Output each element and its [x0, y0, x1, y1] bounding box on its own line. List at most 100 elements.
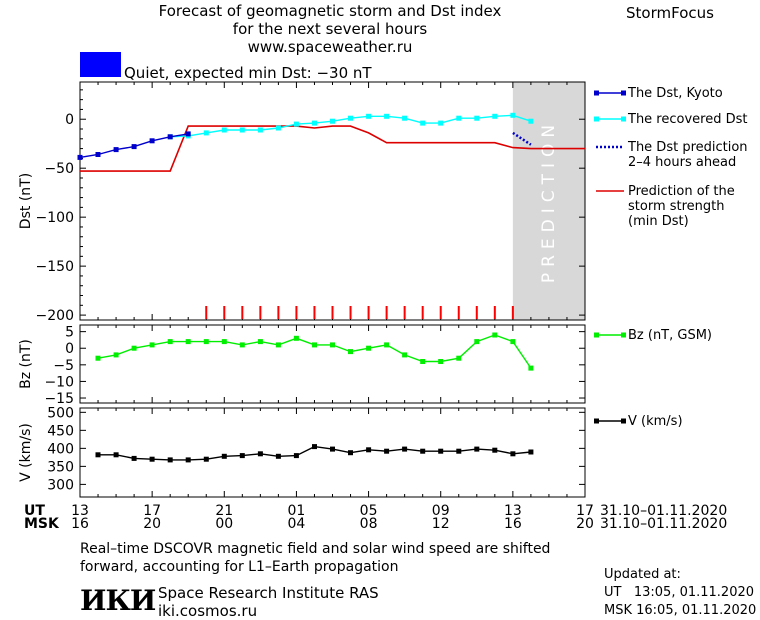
point-kyoto [95, 152, 101, 157]
status-color-swatch [80, 52, 121, 77]
point-recovered [456, 115, 462, 121]
y-tick-label-dst: −100 [36, 210, 74, 226]
point-kyoto [149, 138, 155, 144]
point-recovered [366, 113, 372, 119]
point-recovered [474, 115, 480, 121]
legend-kyoto-swatch-marker [594, 90, 599, 96]
chart-title-line2: for the next several hours [232, 20, 428, 38]
x-tick-label-ut: 09 [432, 503, 450, 519]
brand-name: StormFocus [626, 4, 714, 22]
legend-recovered-swatch-marker [594, 116, 599, 122]
point-v [131, 455, 137, 461]
y-tick-label-dst: −50 [44, 161, 74, 177]
point-recovered [510, 112, 516, 118]
point-v [528, 449, 534, 455]
point-v [492, 447, 498, 453]
y-tick-label-dst: 0 [65, 112, 74, 128]
x-tick-label-msk: 20 [143, 516, 161, 532]
point-recovered [312, 120, 317, 126]
point-bz [275, 342, 281, 348]
point-bz [528, 365, 534, 371]
x-tick-label-ut: 17 [576, 503, 594, 519]
point-bz [203, 339, 209, 345]
point-bz [438, 359, 444, 364]
point-recovered [203, 130, 209, 136]
point-bz [492, 332, 498, 338]
y-tick-label-v: 500 [47, 405, 74, 421]
point-bz [474, 339, 480, 345]
point-bz [456, 355, 462, 361]
institute-site[interactable]: iki.cosmos.ru [158, 602, 258, 620]
legend-v-swatch-marker [621, 418, 626, 424]
point-recovered [528, 118, 534, 124]
point-bz [510, 339, 516, 345]
point-recovered [420, 120, 426, 126]
point-v [420, 448, 426, 454]
point-bz [131, 345, 137, 351]
institute-block: Space Research Institute RAS iki.cosmos.… [158, 584, 379, 620]
point-kyoto [77, 154, 83, 160]
point-bz [402, 352, 408, 358]
status-text: Quiet, expected min Dst: −30 nT [124, 64, 372, 82]
legend-bz-swatch-marker [594, 332, 599, 338]
y-tick-label-v: 350 [47, 459, 74, 475]
date-range-ut: 31.10–01.11.2020 [600, 503, 727, 519]
y-tick-label-bz: 0 [65, 341, 74, 357]
x-tick-label-msk: 04 [288, 516, 306, 532]
point-bz [239, 342, 245, 348]
point-recovered [257, 127, 263, 133]
point-v [402, 446, 408, 452]
series-line-bz [97, 334, 532, 369]
y-tick-label-bz: −15 [44, 391, 74, 407]
y-axis-label-bz: Bz (nT) [18, 339, 34, 389]
x-tick-label-ut: 05 [360, 503, 378, 519]
point-bz [384, 342, 390, 348]
point-v [510, 451, 516, 457]
point-bz [221, 339, 227, 345]
legend-bz-label: Bz (nT, GSM) [628, 328, 713, 343]
point-v [366, 447, 372, 453]
legend-strength-label: Prediction of the storm strength (min Ds… [628, 184, 735, 229]
panel-frame-bz [79, 324, 586, 404]
ut-axis-label: UT [24, 503, 45, 519]
point-v [456, 448, 462, 454]
point-v [330, 446, 335, 452]
x-tick-label-ut: 13 [71, 503, 89, 519]
point-kyoto [185, 131, 191, 137]
x-tick-label-msk: 16 [71, 516, 89, 532]
point-v [203, 456, 209, 462]
legend-bz-swatch-marker [621, 332, 626, 338]
point-bz [293, 335, 299, 341]
point-bz [149, 342, 155, 348]
y-tick-label-dst: −200 [36, 308, 74, 324]
point-recovered [221, 127, 227, 133]
point-bz [348, 349, 353, 355]
x-tick-label-ut: 01 [288, 503, 306, 519]
point-bz [257, 339, 263, 345]
legend-prediction-label: The Dst prediction 2–4 hours ahead [628, 140, 748, 170]
x-tick-label-msk: 12 [432, 516, 450, 532]
y-axis-label-v: V (km/s) [18, 423, 34, 482]
site-url[interactable]: www.spaceweather.ru [247, 38, 413, 56]
x-tick-label-ut: 13 [504, 503, 522, 519]
y-tick-label-v: 300 [47, 477, 74, 493]
y-tick-label-bz: −10 [44, 374, 74, 390]
x-tick-label-ut: 17 [143, 503, 161, 519]
point-bz [95, 355, 101, 361]
x-tick-label-msk: 20 [576, 516, 594, 532]
point-v [239, 453, 245, 459]
msk-axis-label: MSK [24, 516, 60, 532]
point-v [113, 452, 119, 458]
series-line-prediction [512, 131, 532, 146]
y-tick-label-v: 400 [47, 441, 74, 457]
x-tick-label-msk: 00 [215, 516, 233, 532]
point-bz [330, 342, 335, 348]
iki-logo: ИКИ [80, 584, 156, 617]
point-v [474, 446, 480, 452]
point-recovered [330, 118, 335, 124]
point-recovered [438, 120, 444, 126]
point-v [185, 457, 191, 463]
point-bz [420, 359, 426, 364]
